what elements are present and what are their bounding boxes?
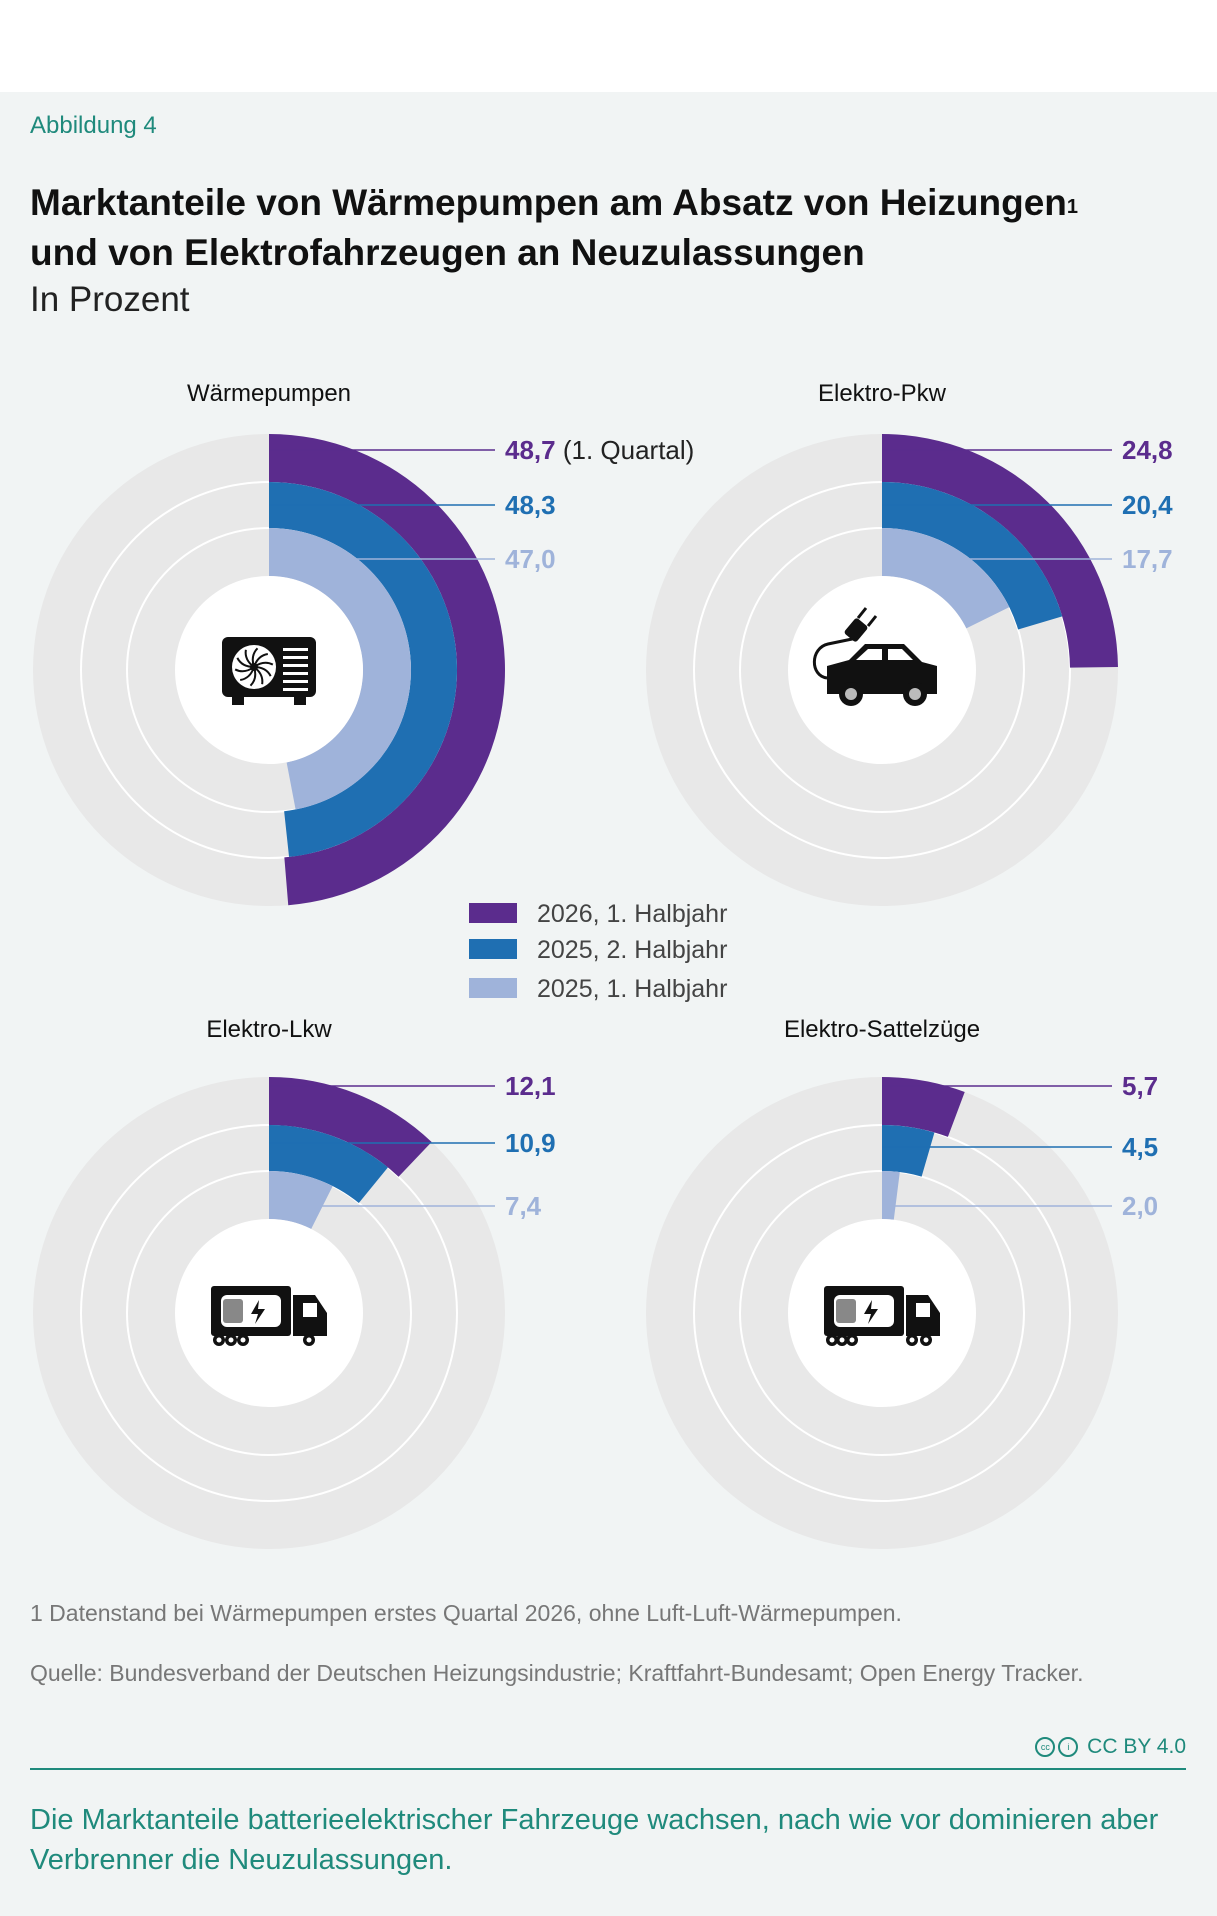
icon-cab-window: [916, 1303, 930, 1317]
bar-s2025h2: [882, 482, 1063, 630]
legend-label-s2025h1: 2025, 1. Halbjahr: [537, 975, 727, 1003]
icon-wheel-hub: [849, 1337, 855, 1343]
icon-wheel-hub: [839, 1337, 845, 1343]
divider: [30, 1768, 1186, 1770]
icon-wheel-hub: [923, 1337, 929, 1343]
data-label-s2025h1: 17,7: [1122, 544, 1173, 574]
title-line-1: Marktanteile von Wärmepumpen am Absatz v…: [30, 182, 1067, 223]
bar-s2025h2: [269, 482, 457, 857]
data-label-s2025h2: 48,3: [505, 490, 556, 520]
bar-s2025h2: [269, 1125, 388, 1204]
icon-bolt: [251, 1300, 265, 1324]
chart-group-4: Elektro-Sattelzüge 5,7 4,5 2,0: [646, 1016, 1158, 1549]
electric-truck-icon: [211, 1286, 327, 1346]
bar-s2025h2: [882, 1125, 935, 1177]
icon-cab-window: [303, 1303, 317, 1317]
data-label-s2026h1: 12,1: [505, 1071, 556, 1101]
legend-label-s2026h1: 2026, 1. Halbjahr: [537, 900, 727, 928]
bar-s2026h1: [269, 434, 505, 906]
bar-s2025h1: [269, 528, 412, 810]
chart-panel-title: Elektro-Lkw: [206, 1016, 332, 1043]
data-label-note: (1. Quartal): [556, 435, 695, 465]
legend-swatch-s2025h1: [469, 978, 517, 998]
icon-vent: [283, 688, 308, 691]
bar-s2025h1: [882, 528, 1010, 629]
bar-s2025h1: [269, 1171, 333, 1229]
icon-wheel-hub: [228, 1337, 234, 1343]
icon-wheel-hub: [909, 688, 921, 700]
icon-vent: [283, 680, 308, 683]
electric-car-icon: [812, 607, 937, 706]
figure-panel: [0, 92, 1217, 1916]
legend-swatch-s2025h2: [469, 939, 517, 959]
data-label-s2025h1: 2,0: [1122, 1191, 1158, 1221]
data-label-s2025h1: 7,4: [505, 1191, 542, 1221]
electric-semi-truck-icon: [824, 1286, 940, 1346]
bar-s2026h1: [882, 434, 1118, 668]
license-text: CC BY 4.0: [1087, 1735, 1186, 1758]
chart-subtitle: In Prozent: [30, 280, 190, 319]
summary-text: Die Marktanteile batterieelektrischer Fa…: [30, 1804, 1159, 1876]
icon-wheel-hub: [845, 688, 857, 700]
chart-panel-title: Elektro-Pkw: [818, 380, 947, 407]
data-label-s2025h2: 10,9: [505, 1128, 556, 1158]
data-label-s2026h1: 5,7: [1122, 1071, 1158, 1101]
icon-bolt: [864, 1300, 878, 1324]
icon-vent: [283, 664, 308, 667]
icon-wheel-hub: [829, 1337, 835, 1343]
data-label-s2025h2: 4,5: [1122, 1132, 1158, 1162]
icon-plug-pin: [856, 607, 868, 619]
heat-pump-icon: [222, 637, 316, 705]
icon-car-window: [856, 649, 882, 660]
legend-swatch-s2026h1: [469, 903, 517, 923]
icon-battery-cell: [836, 1299, 856, 1323]
icon-vent: [283, 672, 308, 675]
license-badge[interactable]: cc i CC BY 4.0: [1035, 1735, 1186, 1759]
icon-wheel-hub: [306, 1337, 312, 1343]
legend-label-s2025h2: 2025, 2. Halbjahr: [537, 936, 727, 964]
icon-foot: [294, 697, 306, 705]
title-footnote-marker: 1: [1066, 196, 1078, 218]
icon-wheel-hub: [909, 1337, 915, 1343]
icon-battery-cell: [223, 1299, 243, 1323]
data-label-s2025h1: 47,0: [505, 544, 556, 574]
chart-group-1: Wärmepumpen 48,7 (1. Quartal) 48,3 47,0: [33, 380, 694, 906]
by-icon: i: [1058, 1737, 1079, 1758]
icon-car-window: [888, 649, 913, 660]
figure-label: Abbildung 4: [30, 112, 157, 139]
icon-plug: [844, 618, 868, 642]
data-label-s2025h2: 20,4: [1122, 490, 1173, 520]
chart-panel-title: Elektro-Sattelzüge: [784, 1016, 980, 1043]
chart-group-3: Elektro-Lkw 12,1 10,9 7,4: [33, 1016, 556, 1549]
cc-icon: cc: [1035, 1737, 1056, 1758]
data-label-s2026h1: 48,7 (1. Quartal): [505, 435, 694, 465]
title-line-2: und von Elektrofahrzeugen an Neuzulassun…: [30, 232, 865, 273]
data-label-s2026h1: 24,8: [1122, 435, 1173, 465]
chart-panel-title: Wärmepumpen: [187, 380, 351, 407]
bar-s2026h1: [882, 1077, 965, 1137]
chart-group-2: Elektro-Pkw 24,8 20,4 17,7: [646, 380, 1173, 906]
legend: 2026, 1. Halbjahr 2025, 2. Halbjahr 2025, …: [469, 900, 727, 1003]
source-note: Quelle: Bundesverband der Deutschen Heiz…: [30, 1660, 1084, 1686]
bar-s2025h1: [882, 1171, 900, 1220]
icon-wheel-hub: [216, 1337, 222, 1343]
icon-fan-hub: [250, 663, 258, 671]
icon-plug-pin: [866, 615, 878, 627]
icon-foot: [232, 697, 244, 705]
chart-title: Marktanteile von Wärmepumpen am Absatz v…: [30, 178, 1180, 278]
icon-cable: [812, 636, 858, 680]
icon-wheel-hub: [240, 1337, 246, 1343]
icon-vent: [283, 648, 308, 651]
footnote: 1 Datenstand bei Wärmepumpen erstes Quar…: [30, 1600, 902, 1626]
bar-s2026h1: [269, 1077, 432, 1177]
icon-vent: [283, 656, 308, 659]
